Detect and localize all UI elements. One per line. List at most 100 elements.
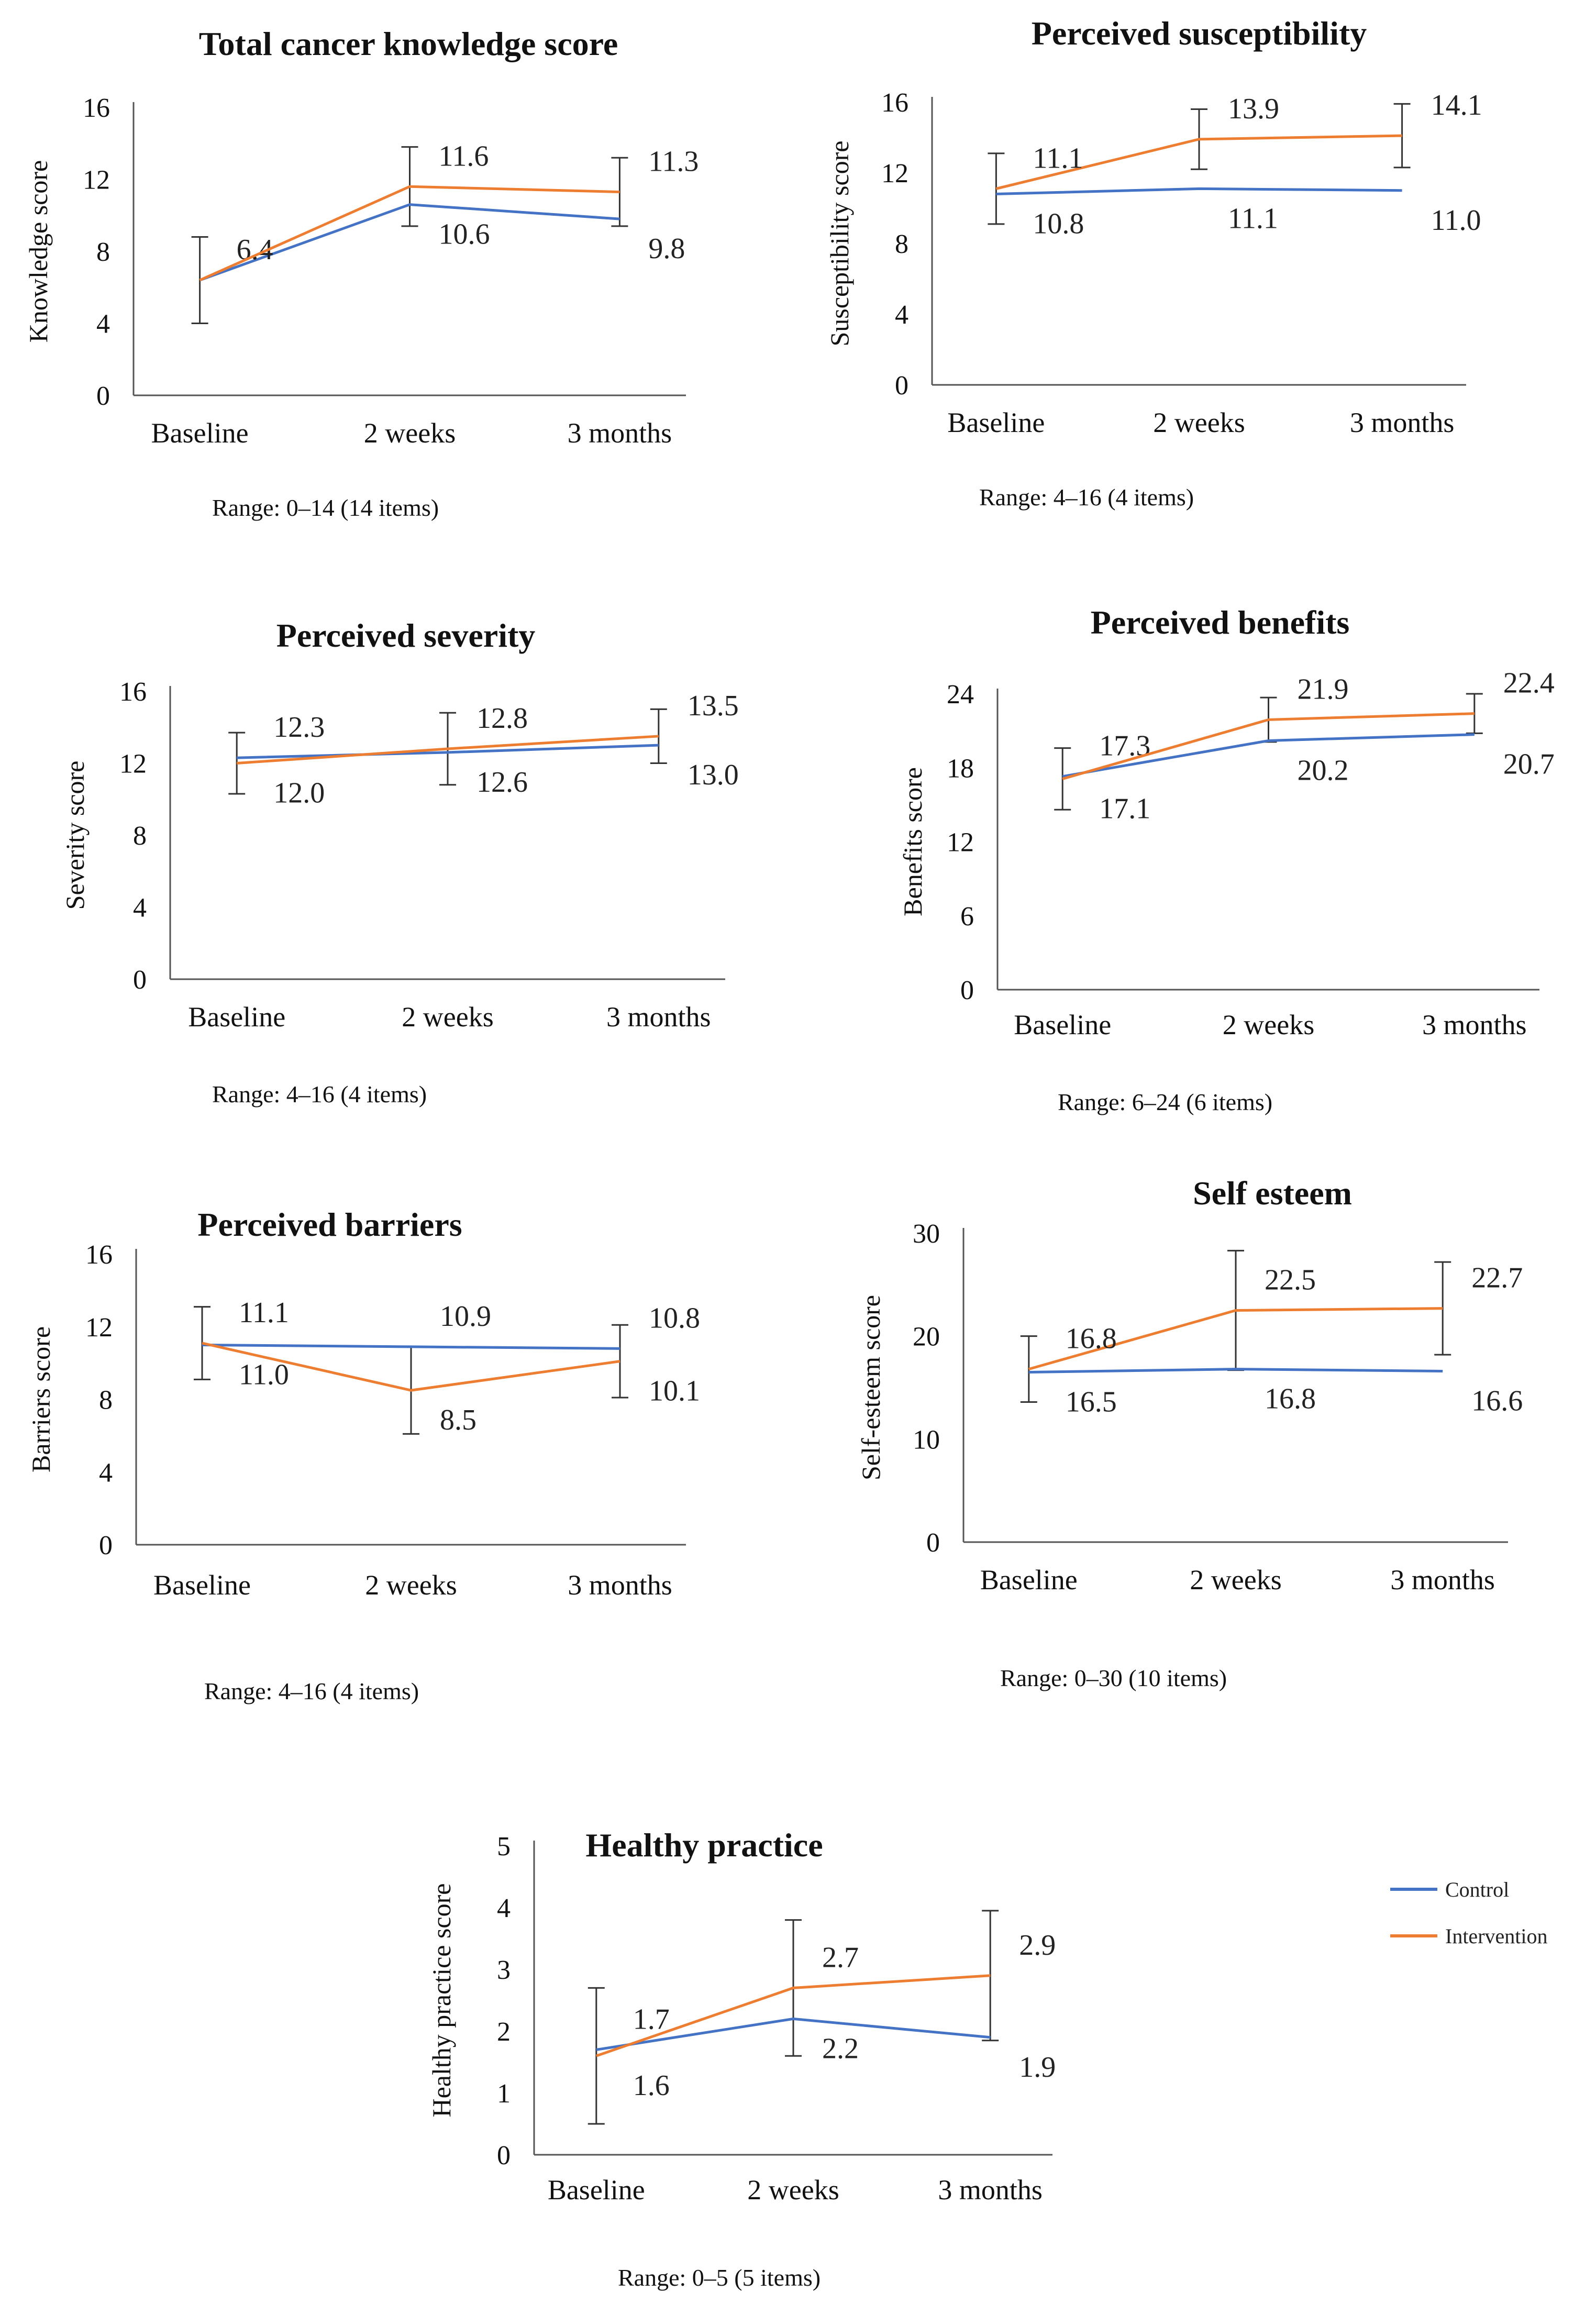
y-tick-label: 30 (913, 1219, 940, 1249)
x-category-label: 2 weeks (1223, 1009, 1314, 1040)
y-tick-label: 12 (83, 165, 110, 195)
x-category-label: 2 weeks (402, 1001, 493, 1033)
x-category-label: Baseline (980, 1564, 1078, 1596)
y-tick-label: 2 (497, 2017, 511, 2047)
range-note: Range: 4–16 (4 items) (979, 484, 1194, 511)
control-data-label: 17.3 (1099, 730, 1150, 762)
intervention-data-label: 22.5 (1265, 1264, 1316, 1297)
control-data-label: 1.7 (633, 2003, 670, 2035)
legend: Control Intervention (1390, 1878, 1548, 1948)
x-category-label: 2 weeks (365, 1569, 457, 1601)
y-tick-label: 12 (881, 159, 908, 189)
intervention-series-line (995, 134, 1402, 190)
y-tick-label: 16 (85, 1240, 113, 1270)
y-tick-label: 4 (497, 1893, 511, 1923)
control-data-label: 11.1 (1228, 202, 1278, 235)
intervention-data-label: 13.5 (688, 690, 739, 722)
chart-panel-severity: Perceived severity 0 4 8 12 16 Severity score B… (60, 617, 739, 1107)
intervention-data-label: 2.9 (1019, 1929, 1056, 1962)
control-data-label: 1.9 (1019, 2051, 1056, 2084)
y-tick-label: 12 (947, 828, 974, 858)
x-category-label: 2 weeks (364, 417, 456, 449)
y-axis-label: Barriers score (26, 1326, 56, 1472)
control-data-label: 20.2 (1298, 754, 1349, 787)
intervention-data-label: 16.8 (1066, 1323, 1117, 1355)
y-axis-label: Healthy practice score (427, 1884, 456, 2118)
y-tick-label: 24 (947, 680, 974, 710)
x-category-label: 3 months (1390, 1564, 1495, 1596)
chart-title: Perceived benefits (1091, 604, 1350, 641)
y-tick-label: 1 (497, 2079, 511, 2109)
chart-panel-benefits: Perceived benefits 0 6 12 18 24 Benefits score… (898, 604, 1555, 1115)
intervention-data-label: 2.7 (822, 1941, 859, 1974)
y-axis-label: Knowledge score (24, 160, 53, 343)
y-tick-label: 4 (133, 893, 147, 923)
y-tick-label: 4 (895, 300, 908, 330)
chart-panel-barriers: Perceived barriers 0 4 8 12 16 Barriers score B… (26, 1206, 700, 1704)
chart-panel-susceptibility: Perceived susceptibility 0 4 8 12 16 Susceptib… (825, 15, 1482, 511)
intervention-data-label: 21.9 (1298, 673, 1349, 705)
control-data-label: 16.6 (1471, 1385, 1523, 1417)
y-tick-label: 18 (947, 754, 974, 783)
chart-title: Perceived susceptibility (1032, 15, 1367, 52)
y-tick-label: 0 (497, 2141, 511, 2170)
intervention-data-label: 22.7 (1471, 1262, 1523, 1294)
y-tick-label: 16 (881, 88, 908, 118)
control-data-label: 10.9 (440, 1300, 491, 1333)
y-axis-label: Self-esteem score (856, 1295, 885, 1480)
intervention-data-label: 12.0 (273, 777, 325, 810)
intervention-data-label: 1.6 (633, 2069, 670, 2102)
intervention-data-label: 11.1 (1033, 142, 1083, 174)
x-category-label: 2 weeks (1190, 1564, 1281, 1596)
y-tick-label: 6 (960, 902, 974, 932)
control-series-line (1028, 1368, 1443, 1373)
x-category-label: 3 months (938, 2174, 1043, 2206)
x-category-label: Baseline (151, 417, 249, 449)
chart-title: Healthy practice (585, 1826, 823, 1864)
y-tick-label: 3 (497, 1955, 511, 1985)
legend-control-label: Control (1445, 1878, 1509, 1901)
intervention-data-label: 14.1 (1431, 89, 1482, 121)
control-data-label: 12.3 (273, 711, 325, 744)
intervention-series-line (595, 1974, 991, 2057)
x-category-label: 2 weeks (747, 2174, 839, 2206)
chart-panel-knowledge: Total cancer knowledge score 0 4 8 12 16 Knowl… (24, 25, 699, 521)
x-category-label: Baseline (1014, 1009, 1111, 1040)
control-data-label: 16.8 (1265, 1383, 1316, 1415)
y-axis-label: Susceptibility score (825, 141, 854, 347)
intervention-series-line (199, 185, 620, 282)
intervention-data-label: 8.5 (440, 1404, 476, 1436)
range-note: Range: 4–16 (4 items) (212, 1081, 427, 1107)
y-tick-label: 10 (913, 1425, 940, 1455)
y-tick-label: 0 (99, 1531, 113, 1560)
control-data-label: 12.6 (476, 766, 528, 799)
x-category-label: 3 months (568, 417, 672, 449)
intervention-series-line (237, 735, 659, 765)
chart-panel-practice: Healthy practice 0 1 2 3 4 5 Healthy practice s… (427, 1826, 1056, 2291)
chart-title: Perceived severity (276, 617, 536, 654)
control-series-line (1062, 733, 1475, 778)
control-data-label: 10.6 (439, 218, 490, 251)
y-tick-label: 16 (83, 93, 110, 123)
control-series-line (199, 203, 620, 282)
y-tick-label: 8 (133, 821, 147, 851)
y-tick-label: 0 (133, 965, 147, 995)
intervention-series-line (202, 1342, 620, 1392)
chart-title: Self esteem (1193, 1175, 1352, 1212)
y-tick-label: 8 (99, 1386, 113, 1415)
chart-title: Perceived barriers (197, 1206, 462, 1243)
intervention-series-line (1062, 712, 1475, 780)
x-category-label: Baseline (153, 1569, 251, 1601)
control-series-line (996, 187, 1402, 195)
x-category-label: Baseline (188, 1001, 285, 1033)
x-category-label: 3 months (1350, 407, 1455, 438)
y-tick-label: 4 (96, 309, 110, 339)
y-tick-label: 0 (895, 371, 908, 401)
x-category-label: 2 weeks (1153, 407, 1245, 438)
control-data-label: 11.0 (239, 1358, 289, 1391)
control-data-label: 10.8 (1033, 208, 1084, 240)
chart-panel-selfesteem: Self esteem 0 10 20 30 Self-esteem score Basel… (856, 1175, 1523, 1691)
control-data-label: 16.5 (1066, 1386, 1117, 1419)
x-category-label: Baseline (548, 2174, 645, 2206)
